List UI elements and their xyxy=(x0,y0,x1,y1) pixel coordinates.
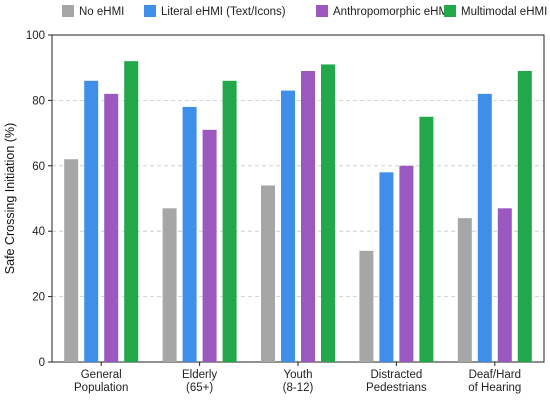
y-tick-label: 80 xyxy=(32,95,45,107)
y-tick-label: 60 xyxy=(32,161,45,173)
bar xyxy=(104,93,119,363)
x-tick-label: (8-12) xyxy=(283,382,314,394)
x-tick-label: Elderly xyxy=(182,369,217,381)
bar xyxy=(261,185,275,362)
bar xyxy=(84,80,99,362)
x-tick-label: General xyxy=(81,369,122,381)
bar xyxy=(359,250,374,362)
bar xyxy=(497,208,512,362)
x-tick-label: Pedestrians xyxy=(366,382,427,394)
bar xyxy=(124,61,139,362)
bar xyxy=(64,159,79,362)
legend-label: Literal eHMI (Text/Icons) xyxy=(161,6,286,18)
bar xyxy=(321,64,335,363)
bar xyxy=(517,70,532,362)
x-tick-label: (65+) xyxy=(186,382,213,394)
bar xyxy=(477,93,492,363)
legend-swatch xyxy=(316,5,328,17)
y-tick-label: 40 xyxy=(32,226,45,238)
legend-label: Anthropomorphic eHMI xyxy=(333,6,451,18)
y-tick-label: 20 xyxy=(32,292,45,304)
legend-swatch xyxy=(144,5,156,17)
bar xyxy=(301,70,315,362)
legend-label: No eHMI xyxy=(79,6,124,18)
x-tick-label: Population xyxy=(74,382,128,394)
legend-swatch xyxy=(62,5,74,17)
bar xyxy=(281,90,295,362)
legend-swatch xyxy=(444,5,456,17)
bar xyxy=(162,208,177,362)
y-axis-label: Safe Crossing Initiation (%) xyxy=(3,123,17,274)
legend-label: Multimodal eHMI xyxy=(461,6,547,18)
x-tick-label: Youth xyxy=(284,369,313,381)
bar xyxy=(379,172,394,362)
bar xyxy=(222,80,237,362)
x-tick-label: Deaf/Hard xyxy=(469,369,521,381)
y-tick-label: 100 xyxy=(26,30,45,42)
x-tick-label: Distracted xyxy=(371,369,423,381)
x-tick-label: of Hearing xyxy=(468,382,521,394)
bar xyxy=(202,129,217,362)
y-tick-label: 0 xyxy=(39,357,45,369)
bar xyxy=(457,218,472,362)
bar xyxy=(419,116,434,362)
bar xyxy=(182,106,197,362)
bar xyxy=(399,165,414,362)
